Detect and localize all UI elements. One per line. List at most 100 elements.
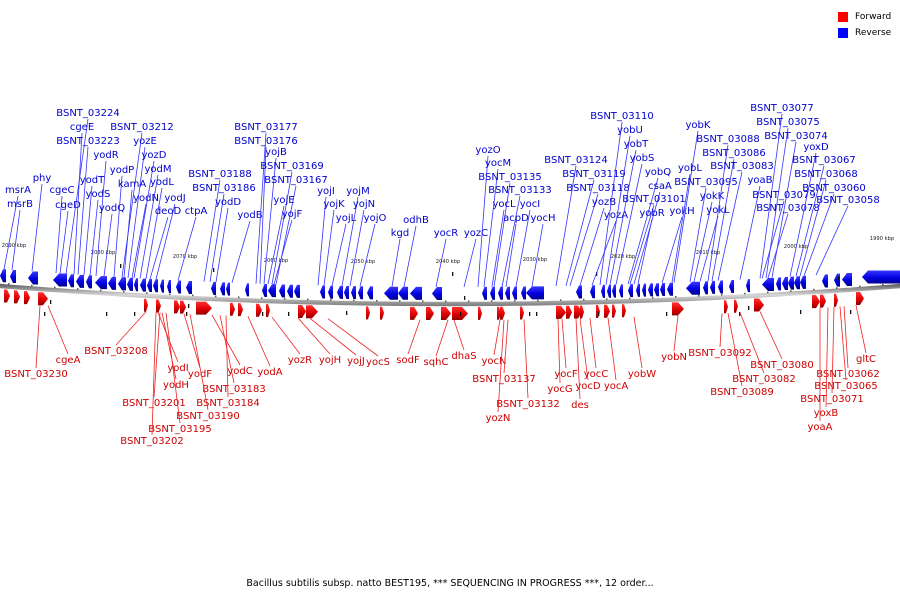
scale-label: 2030 kbp xyxy=(523,257,548,263)
gene-leader-line xyxy=(31,183,43,272)
backbone-marker xyxy=(675,296,677,298)
forward-gene-label: dhaS xyxy=(451,351,476,362)
gene-leader-line xyxy=(605,135,631,285)
reverse-gene-label: odhB xyxy=(403,215,429,226)
gene-leader-line xyxy=(483,168,499,287)
gene-leader-line xyxy=(693,201,713,282)
gene-leader-line xyxy=(795,165,825,277)
gene-leader-line xyxy=(839,306,847,381)
gene-leader-line xyxy=(761,200,785,279)
reverse-gene-label: yozC xyxy=(464,228,488,239)
gene-leader-line xyxy=(155,203,176,280)
gene-leader-line xyxy=(73,132,83,275)
gene-leader-line xyxy=(739,312,765,374)
reverse-gene-label: BSNT_03110 xyxy=(590,111,653,122)
reverse-gene-arrow xyxy=(654,283,659,297)
reverse-gene-arrow xyxy=(279,284,285,298)
scale-label: 2070 kbp xyxy=(173,254,198,260)
forward-gene-label: yocS xyxy=(366,357,390,368)
legend-item-forward: Forward xyxy=(838,9,891,25)
backbone-marker xyxy=(215,295,217,298)
gene-leader-line xyxy=(103,213,113,277)
reverse-gene-label: yobR xyxy=(639,208,664,219)
reverse-gene-arrow xyxy=(398,286,408,300)
reverse-gene-arrow xyxy=(686,281,700,295)
gene-leader-line xyxy=(403,225,417,287)
backbone-marker xyxy=(514,300,516,302)
gene-leader-line xyxy=(727,313,743,387)
scale-tick-mark xyxy=(262,312,264,316)
gene-leader-line xyxy=(739,185,761,280)
reverse-gene-label: yobT xyxy=(624,139,649,150)
reverse-gene-label: ctpA xyxy=(185,206,208,217)
reverse-gene-label: BSNT_03119 xyxy=(562,169,625,180)
scale-label: 2010 kbp xyxy=(696,250,721,256)
gene-leader-line xyxy=(317,196,327,286)
gene-leader-line xyxy=(47,305,69,355)
gene-leader-line xyxy=(83,185,93,276)
reverse-gene-label: msrA xyxy=(5,185,31,196)
reverse-gene-arrow xyxy=(76,274,84,288)
reverse-gene-arrow xyxy=(134,278,138,292)
scale-tick-mark xyxy=(598,312,600,316)
reverse-gene-label: yocH xyxy=(530,213,555,224)
backbone-marker xyxy=(330,299,332,301)
forward-gene-label: yoxB xyxy=(814,408,839,419)
forward-gene-label: yozN xyxy=(486,413,511,424)
reverse-gene-label: yodR xyxy=(93,150,118,161)
gene-leader-line xyxy=(183,313,201,369)
reverse-gene-arrow xyxy=(590,285,595,299)
forward-gene-label: BSNT_03132 xyxy=(496,399,559,410)
gene-leader-line xyxy=(843,306,849,369)
reverse-gene-label: BSNT_03086 xyxy=(702,148,765,159)
reverse-gene-arrow xyxy=(118,277,126,291)
scale-label: 2020 kbp xyxy=(611,254,636,260)
reverse-gene-label: BSNT_03176 xyxy=(234,136,297,147)
reverse-gene-label: BSNT_03223 xyxy=(56,136,119,147)
scale-tick-mark xyxy=(666,312,668,316)
forward-gene-label: yodF xyxy=(188,369,212,380)
forward-gene-label: yocC xyxy=(584,369,609,380)
reverse-gene-arrow xyxy=(10,270,16,284)
gene-leader-line xyxy=(309,317,357,356)
backbone-marker xyxy=(100,289,102,292)
scale-tick-mark xyxy=(596,272,598,276)
gene-leader-line xyxy=(95,160,107,276)
reverse-gene-label: yojF xyxy=(282,209,303,220)
backbone-marker xyxy=(652,296,654,299)
reverse-gene-label: BSNT_03186 xyxy=(192,183,255,194)
reverse-gene-label: cgeC xyxy=(50,185,75,196)
gene-leader-line xyxy=(435,319,449,357)
gene-leader-line xyxy=(673,130,699,283)
reverse-gene-arrow xyxy=(746,279,750,293)
forward-gene-arrow xyxy=(174,300,180,314)
forward-gene-label: sqhC xyxy=(424,357,449,368)
gene-leader-line xyxy=(825,307,829,408)
forward-gene-label: BSNT_03195 xyxy=(148,424,211,435)
backbone-marker xyxy=(721,293,723,296)
forward-gene-arrow xyxy=(622,304,626,318)
reverse-gene-label: yobK xyxy=(686,120,711,131)
reverse-gene-label: yobU xyxy=(617,125,643,136)
gene-leader-line xyxy=(177,216,197,281)
reverse-gene-arrow xyxy=(328,285,333,299)
reverse-gene-arrow xyxy=(782,277,788,291)
reverse-gene-arrow xyxy=(140,278,146,292)
gene-leader-line xyxy=(297,317,331,355)
backbone-marker xyxy=(169,293,171,295)
gene-leader-line xyxy=(689,187,707,282)
forward-gene-label: BSNT_03183 xyxy=(202,384,265,395)
gene-leader-line xyxy=(569,193,599,286)
gene-leader-line xyxy=(503,319,509,374)
gene-leader-line xyxy=(225,315,229,398)
backbone-marker xyxy=(8,283,10,285)
gene-leader-line xyxy=(263,157,277,284)
gene-leader-line xyxy=(765,127,789,279)
reverse-gene-label: yodJ xyxy=(164,193,185,204)
backbone-marker xyxy=(353,299,355,302)
backbone-marker xyxy=(468,300,470,302)
gene-leader-line xyxy=(759,113,783,279)
reverse-gene-label: yocI xyxy=(520,199,540,210)
forward-gene-label: yodH xyxy=(163,380,189,391)
gene-leader-line xyxy=(501,195,521,287)
